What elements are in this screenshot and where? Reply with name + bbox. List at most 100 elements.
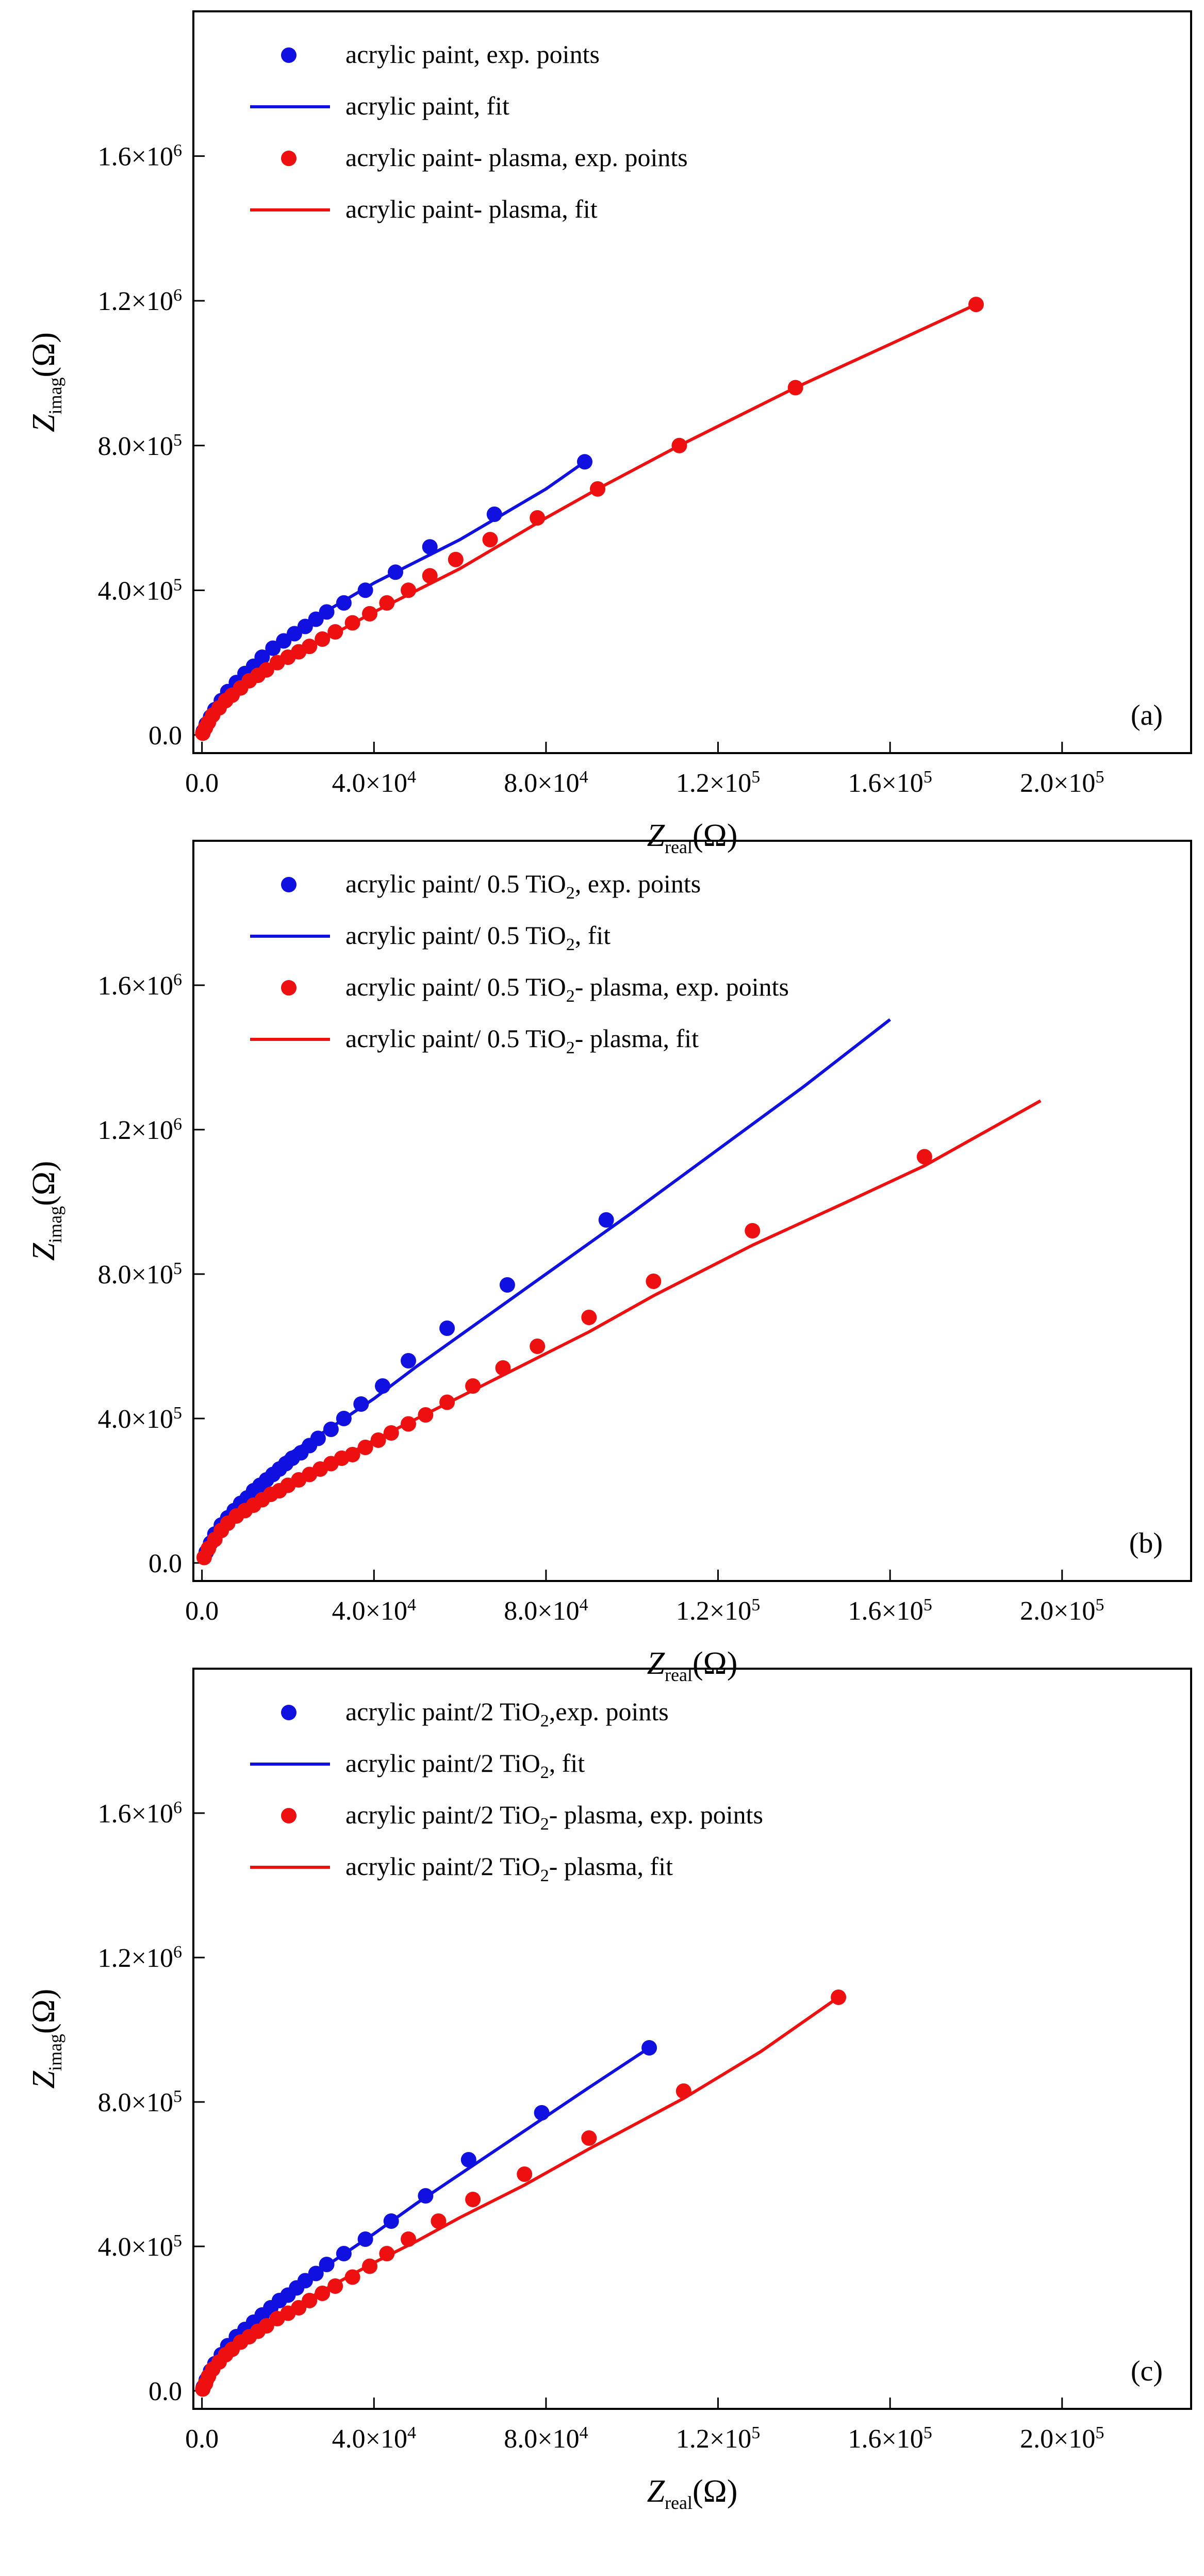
x-tick-label: 1.2×105 bbox=[676, 2423, 760, 2454]
y-tick-label: 1.2×106 bbox=[98, 1943, 182, 1974]
panel-tag: (c) bbox=[1131, 2355, 1163, 2387]
data-point bbox=[598, 1212, 614, 1228]
x-tick-label: 1.6×105 bbox=[848, 2423, 932, 2454]
x-tick-label: 2.0×105 bbox=[1020, 1595, 1104, 1626]
data-point bbox=[362, 2258, 377, 2274]
legend-marker bbox=[281, 877, 296, 892]
data-point bbox=[534, 2105, 550, 2121]
data-point bbox=[302, 639, 318, 655]
data-point bbox=[401, 1353, 416, 1368]
data-point bbox=[590, 481, 605, 497]
legend-label: acrylic paint, fit bbox=[345, 91, 509, 120]
legend-label: acrylic paint- plasma, fit bbox=[345, 194, 598, 223]
data-point bbox=[308, 2265, 324, 2281]
data-point bbox=[448, 551, 464, 567]
data-point bbox=[336, 595, 352, 611]
y-axis-title: Zimag(Ω) bbox=[26, 1989, 65, 2089]
data-point bbox=[254, 649, 270, 665]
x-axis-title: Zreal(Ω) bbox=[647, 818, 738, 857]
data-point bbox=[968, 297, 984, 313]
legend-label: acrylic paint/2 TiO2- plasma, exp. point… bbox=[345, 1800, 763, 1834]
data-point bbox=[422, 568, 438, 584]
data-point bbox=[353, 1396, 369, 1412]
data-point bbox=[465, 2192, 481, 2207]
y-tick-label: 8.0×105 bbox=[98, 430, 182, 461]
data-point bbox=[315, 631, 331, 647]
data-point bbox=[401, 582, 416, 598]
y-tick-label: 1.6×106 bbox=[98, 1798, 182, 1829]
data-point bbox=[310, 1430, 326, 1446]
data-point bbox=[499, 1277, 515, 1293]
data-point bbox=[302, 2293, 318, 2308]
data-point bbox=[422, 539, 438, 555]
data-point bbox=[379, 2246, 395, 2261]
plot-frame bbox=[192, 10, 1192, 754]
x-tick-label: 8.0×104 bbox=[504, 1595, 588, 1626]
series-line bbox=[201, 460, 586, 736]
data-point bbox=[327, 2278, 343, 2294]
data-point bbox=[517, 2166, 533, 2182]
legend-label: acrylic paint/ 0.5 TiO2, exp. points bbox=[345, 869, 701, 903]
legend: acrylic paint/ 0.5 TiO2, exp. points acry… bbox=[250, 869, 789, 1057]
x-tick-label: 4.0×104 bbox=[332, 768, 416, 798]
legend-label: acrylic paint, exp. points bbox=[345, 40, 600, 69]
x-tick-label: 2.0×105 bbox=[1020, 768, 1104, 798]
legend-label: acrylic paint/ 0.5 TiO2- plasma, fit bbox=[345, 1024, 699, 1057]
legend-marker bbox=[281, 1808, 296, 1823]
legend-label: acrylic paint/ 0.5 TiO2- plasma, exp. po… bbox=[345, 972, 789, 1006]
data-point bbox=[401, 1416, 416, 1432]
data-point bbox=[336, 1411, 352, 1426]
data-point bbox=[787, 380, 803, 396]
data-point bbox=[486, 507, 502, 522]
legend-label: acrylic paint/ 0.5 TiO2, fit bbox=[345, 921, 611, 954]
x-tick-label: 0.0 bbox=[185, 769, 219, 798]
data-point bbox=[646, 1274, 662, 1289]
legend-marker bbox=[281, 151, 296, 166]
data-point bbox=[675, 2083, 691, 2099]
data-point bbox=[465, 1378, 481, 1394]
data-point bbox=[370, 1432, 386, 1448]
series-line bbox=[201, 303, 977, 736]
data-point bbox=[530, 1339, 546, 1354]
data-point bbox=[327, 624, 343, 640]
x-tick-label: 4.0×104 bbox=[332, 2423, 416, 2454]
data-point bbox=[581, 2130, 597, 2146]
data-point bbox=[319, 604, 335, 620]
data-point bbox=[375, 1378, 390, 1394]
legend-marker bbox=[281, 47, 296, 63]
legend-marker bbox=[281, 980, 296, 996]
data-point bbox=[831, 1990, 847, 2005]
data-point bbox=[388, 564, 403, 580]
x-tick-label: 1.2×105 bbox=[676, 1595, 760, 1626]
legend: acrylic paint, exp. points acrylic paint,… bbox=[250, 40, 688, 223]
data-point bbox=[344, 615, 360, 631]
y-tick-label: 8.0×105 bbox=[98, 1259, 182, 1290]
y-tick-label: 8.0×105 bbox=[98, 2087, 182, 2118]
x-tick-label: 2.0×105 bbox=[1020, 2423, 1104, 2454]
data-point bbox=[495, 1360, 511, 1376]
legend: acrylic paint/2 TiO2,exp. points acrylic … bbox=[250, 1697, 763, 1885]
legend-label: acrylic paint/2 TiO2,exp. points bbox=[345, 1697, 669, 1731]
data-point bbox=[916, 1149, 932, 1165]
data-point bbox=[357, 2231, 373, 2247]
y-tick-label: 4.0×105 bbox=[98, 2231, 182, 2262]
y-tick-label: 4.0×105 bbox=[98, 1404, 182, 1434]
data-point bbox=[323, 1422, 339, 1437]
series-line bbox=[200, 2046, 650, 2392]
data-point bbox=[336, 2246, 352, 2261]
data-point bbox=[577, 454, 592, 470]
x-tick-label: 8.0×104 bbox=[504, 768, 588, 798]
x-tick-label: 1.6×105 bbox=[848, 768, 932, 798]
data-point bbox=[745, 1223, 761, 1238]
data-point bbox=[319, 2257, 335, 2272]
data-point bbox=[439, 1320, 455, 1336]
data-point bbox=[315, 2286, 331, 2301]
plot-frame bbox=[192, 1668, 1192, 2410]
legend-label: acrylic paint- plasma, exp. points bbox=[345, 143, 688, 172]
x-tick-label: 1.6×105 bbox=[848, 1595, 932, 1626]
data-point bbox=[383, 1425, 399, 1441]
y-tick-label: 4.0×105 bbox=[98, 575, 182, 606]
plot-frame bbox=[192, 840, 1192, 1582]
x-tick-label: 0.0 bbox=[185, 1596, 219, 1626]
series-line bbox=[201, 1996, 839, 2392]
